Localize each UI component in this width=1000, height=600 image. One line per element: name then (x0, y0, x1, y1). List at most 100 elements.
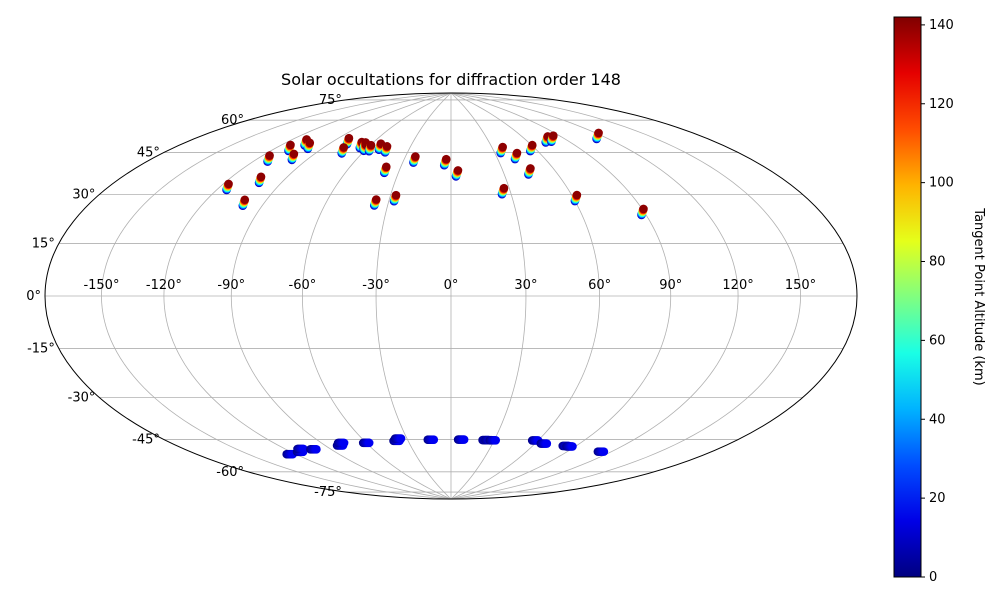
north-occultation (637, 204, 648, 220)
south-occultation (485, 436, 501, 445)
latitude-tick-label: 45° (137, 145, 160, 160)
occultation-marker (289, 149, 299, 159)
north-occultation (525, 140, 537, 156)
north-occultation (592, 128, 603, 144)
colorbar: 0 20 40 60 80 100 120 140 Tangent Point Altitud… (893, 16, 986, 585)
north-occultation (303, 138, 315, 154)
occultation-marker (498, 142, 507, 152)
north-occultation (496, 142, 507, 158)
latitude-tick-label: 15° (32, 236, 55, 251)
north-occultation (222, 179, 233, 195)
occultation-marker (459, 435, 469, 444)
colorbar-ticks: 0 20 40 60 80 100 120 140 (921, 18, 954, 585)
south-occultation (423, 435, 439, 445)
south-occultation (358, 438, 374, 448)
occultation-marker (594, 128, 603, 138)
occultation-marker (542, 439, 552, 448)
latitude-tick-label: -75° (314, 485, 342, 500)
longitude-tick-label: -120° (146, 278, 182, 293)
occultation-marker (549, 131, 558, 140)
north-occultation (287, 149, 299, 165)
occultation-marker (339, 438, 349, 448)
north-occultation (524, 164, 535, 179)
colorbar-tick-label: 20 (929, 491, 946, 506)
north-occultation (497, 183, 509, 199)
longitude-tick-label: -150° (83, 278, 119, 293)
latitude-tick-label: -15° (27, 342, 55, 357)
occultation-marker (512, 148, 522, 158)
occultation-marker (453, 166, 463, 175)
occultation-marker (568, 442, 577, 451)
latitude-tick-label: -30° (68, 391, 96, 406)
occultation-marker (286, 140, 295, 150)
latitude-tick-label: -60° (216, 465, 244, 480)
occultation-marker (224, 179, 233, 189)
south-occultation (562, 442, 577, 451)
chart-title: Solar occultations for diffraction order… (281, 70, 621, 89)
longitude-tick-label: 60° (588, 278, 611, 293)
south-occultation (453, 435, 469, 444)
north-occultation (570, 190, 582, 206)
graticule (45, 92, 857, 500)
occultation-marker (639, 204, 648, 214)
north-occultation (254, 172, 266, 188)
latitude-tick-label: 0° (26, 289, 41, 304)
longitude-tick-labels: -150° -120° -90° -60° -30° 0° 30° 60° 90° 120° 150… (83, 278, 816, 293)
south-occultation (333, 438, 349, 448)
meridian-gridline (230, 92, 452, 500)
latitude-tick-label: 60° (221, 113, 244, 128)
occultation-marker (256, 172, 266, 182)
north-occultation (364, 140, 376, 156)
north-occultation (369, 195, 381, 210)
occultation-marker (339, 143, 349, 152)
occultation-marker (371, 195, 381, 204)
meridian-gridline (375, 92, 452, 500)
occultation-marker (526, 164, 535, 173)
occultation-marker (305, 138, 315, 148)
north-occultation (451, 166, 463, 181)
longitude-tick-label: 150° (785, 278, 816, 293)
occultation-marker (429, 435, 439, 445)
colorbar-tick-label: 60 (929, 333, 946, 348)
longitude-tick-label: 30° (514, 278, 537, 293)
map-boundary (44, 92, 858, 500)
meridian-gridline (101, 92, 452, 500)
north-occultation (389, 190, 401, 206)
occultation-marker (441, 154, 451, 164)
south-occultation (593, 447, 609, 456)
north-occultation (547, 131, 558, 146)
north-occultation (510, 148, 522, 164)
colorbar-tick-label: 100 (929, 176, 954, 191)
map-plot: -150° -120° -90° -60° -30° 0° 30° 60° 90° 120° 150… (26, 92, 858, 500)
south-occultation (293, 444, 308, 454)
meridian-gridline (450, 92, 801, 500)
north-occultation (380, 142, 392, 157)
occultation-points (222, 128, 648, 459)
occultation-marker (382, 142, 392, 151)
longitude-tick-label: 120° (722, 278, 753, 293)
colorbar-gradient (893, 16, 922, 578)
colorbar-tick-label: 140 (929, 18, 954, 33)
meridian-gridline (450, 92, 739, 500)
occultation-marker (382, 162, 391, 172)
occultation-marker (364, 438, 374, 448)
north-occultation (342, 133, 354, 149)
occultation-marker (366, 140, 376, 150)
north-occultation (263, 151, 274, 166)
colorbar-label: Tangent Point Altitude (km) (971, 207, 986, 385)
south-occultation (536, 439, 552, 448)
longitude-tick-label: 90° (659, 278, 682, 293)
occultation-marker (396, 434, 406, 443)
latitude-tick-label: 30° (72, 188, 95, 203)
occultation-marker (411, 152, 420, 161)
occultation-marker (499, 183, 509, 193)
north-occultation (439, 154, 451, 170)
longitude-tick-label: -60° (289, 278, 317, 293)
north-occultation (380, 162, 391, 178)
north-occultation (337, 143, 349, 158)
occultation-marker (491, 436, 501, 445)
colorbar-tick-label: 0 (929, 570, 937, 585)
latitude-tick-label: -45° (132, 433, 160, 448)
south-occultation (390, 434, 406, 443)
